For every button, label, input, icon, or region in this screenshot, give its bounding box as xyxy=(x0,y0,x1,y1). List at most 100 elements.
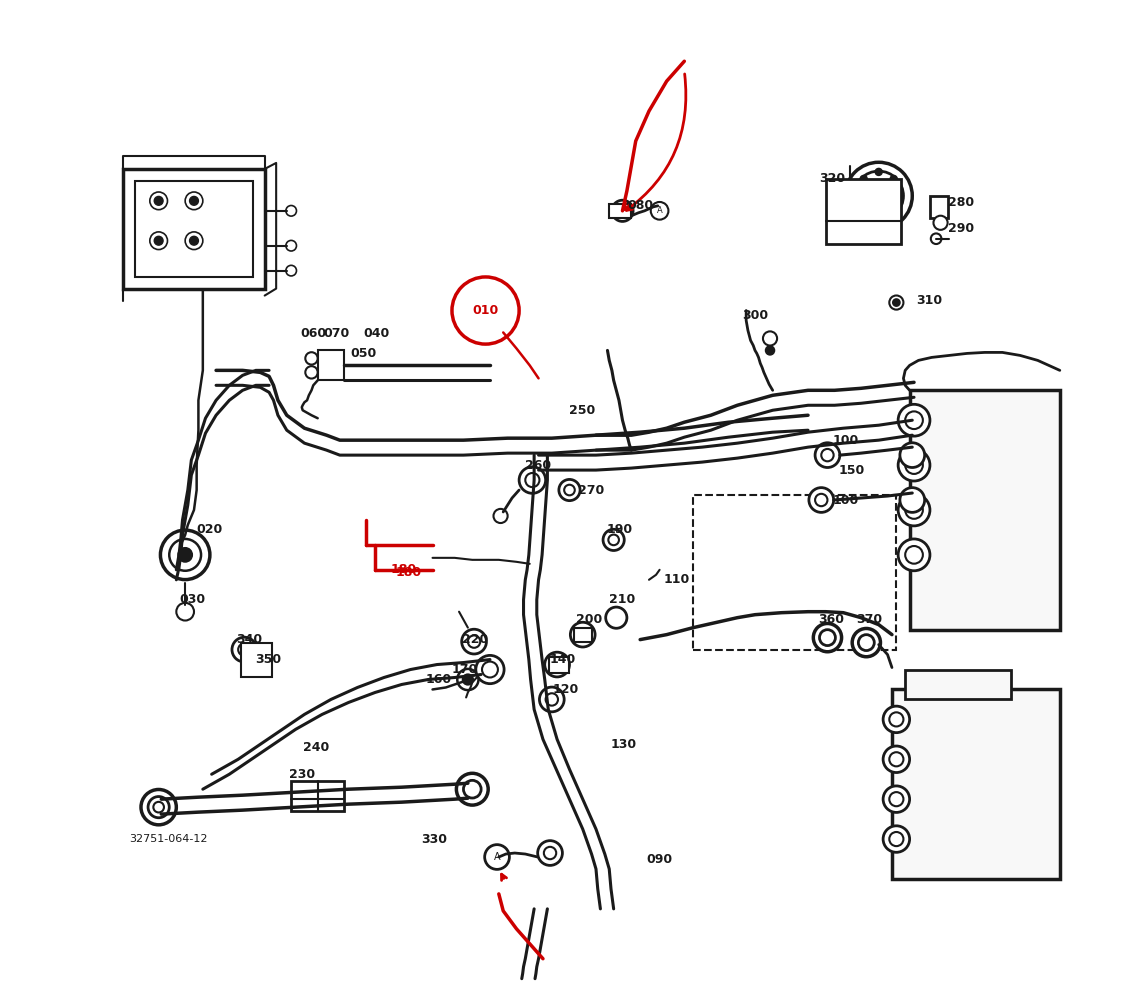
Text: 240: 240 xyxy=(303,740,329,754)
Circle shape xyxy=(539,687,564,711)
Circle shape xyxy=(889,832,904,846)
Circle shape xyxy=(883,746,909,773)
Text: 040: 040 xyxy=(364,327,390,340)
Text: 290: 290 xyxy=(948,222,974,235)
Text: 300: 300 xyxy=(742,309,768,322)
Circle shape xyxy=(612,200,633,221)
Circle shape xyxy=(897,192,904,199)
Text: A: A xyxy=(657,206,663,215)
Text: 350: 350 xyxy=(254,653,282,666)
Circle shape xyxy=(809,488,834,512)
Text: 180: 180 xyxy=(396,566,422,579)
Text: 310: 310 xyxy=(916,294,942,307)
Circle shape xyxy=(178,548,192,562)
Text: 260: 260 xyxy=(525,459,552,472)
Circle shape xyxy=(286,266,296,276)
Text: 020: 020 xyxy=(197,523,223,536)
Text: 150: 150 xyxy=(839,464,865,477)
Circle shape xyxy=(185,231,202,249)
Circle shape xyxy=(815,494,828,506)
Bar xyxy=(123,169,265,289)
Circle shape xyxy=(898,539,930,571)
Circle shape xyxy=(861,209,867,216)
Circle shape xyxy=(254,659,266,670)
Circle shape xyxy=(898,449,930,481)
Text: A: A xyxy=(494,852,500,862)
Circle shape xyxy=(154,236,163,245)
Circle shape xyxy=(883,786,909,813)
Bar xyxy=(550,656,569,672)
Circle shape xyxy=(148,797,170,818)
Circle shape xyxy=(821,449,834,461)
Circle shape xyxy=(905,546,923,564)
Bar xyxy=(930,195,948,217)
Text: 140: 140 xyxy=(550,653,577,666)
Text: 010: 010 xyxy=(473,304,499,317)
Text: 110: 110 xyxy=(663,573,690,586)
Circle shape xyxy=(154,802,164,813)
Circle shape xyxy=(892,299,900,306)
Circle shape xyxy=(813,623,841,651)
Text: 340: 340 xyxy=(236,633,262,646)
Circle shape xyxy=(905,456,923,474)
Circle shape xyxy=(875,168,882,175)
Circle shape xyxy=(170,539,201,571)
Circle shape xyxy=(603,529,624,550)
Bar xyxy=(905,669,1011,699)
Circle shape xyxy=(482,661,498,677)
Circle shape xyxy=(883,706,909,732)
Circle shape xyxy=(889,712,904,726)
Text: 130: 130 xyxy=(611,737,637,750)
Circle shape xyxy=(883,826,909,853)
Text: 120: 120 xyxy=(553,683,579,696)
Circle shape xyxy=(545,693,558,705)
Circle shape xyxy=(154,196,163,205)
Text: 190: 190 xyxy=(606,523,632,536)
Circle shape xyxy=(161,530,210,579)
Circle shape xyxy=(606,607,627,628)
Text: 180: 180 xyxy=(391,563,417,576)
Circle shape xyxy=(176,603,195,620)
Circle shape xyxy=(852,628,880,656)
Bar xyxy=(241,642,271,676)
Text: 220: 220 xyxy=(461,633,487,646)
Bar xyxy=(909,391,1060,629)
Circle shape xyxy=(457,774,489,805)
Text: 090: 090 xyxy=(646,853,673,866)
Circle shape xyxy=(305,353,318,365)
Text: 100: 100 xyxy=(832,494,860,506)
Circle shape xyxy=(286,240,296,252)
Text: 320: 320 xyxy=(820,172,846,185)
Circle shape xyxy=(900,488,925,512)
Bar xyxy=(573,627,592,641)
Text: 360: 360 xyxy=(819,613,845,626)
Bar xyxy=(693,495,897,649)
Circle shape xyxy=(933,215,948,229)
Bar xyxy=(826,179,900,243)
Text: 370: 370 xyxy=(856,613,882,626)
Bar xyxy=(135,181,253,277)
Text: 030: 030 xyxy=(179,593,205,606)
Text: 170: 170 xyxy=(452,663,478,676)
Bar xyxy=(318,351,344,381)
Text: 060: 060 xyxy=(300,327,326,340)
Circle shape xyxy=(854,171,904,220)
Circle shape xyxy=(854,192,861,199)
Circle shape xyxy=(889,753,904,767)
Circle shape xyxy=(551,658,563,670)
Circle shape xyxy=(820,629,836,645)
Circle shape xyxy=(485,845,509,870)
Circle shape xyxy=(858,634,874,650)
Circle shape xyxy=(519,467,545,493)
Text: 070: 070 xyxy=(323,327,351,340)
Text: 050: 050 xyxy=(351,347,377,360)
Circle shape xyxy=(815,443,840,468)
Circle shape xyxy=(613,205,623,216)
Circle shape xyxy=(861,175,867,182)
Circle shape xyxy=(890,209,897,216)
Circle shape xyxy=(863,180,895,211)
Circle shape xyxy=(544,847,556,859)
Circle shape xyxy=(898,494,930,526)
Text: 250: 250 xyxy=(570,404,596,417)
Circle shape xyxy=(525,473,539,487)
